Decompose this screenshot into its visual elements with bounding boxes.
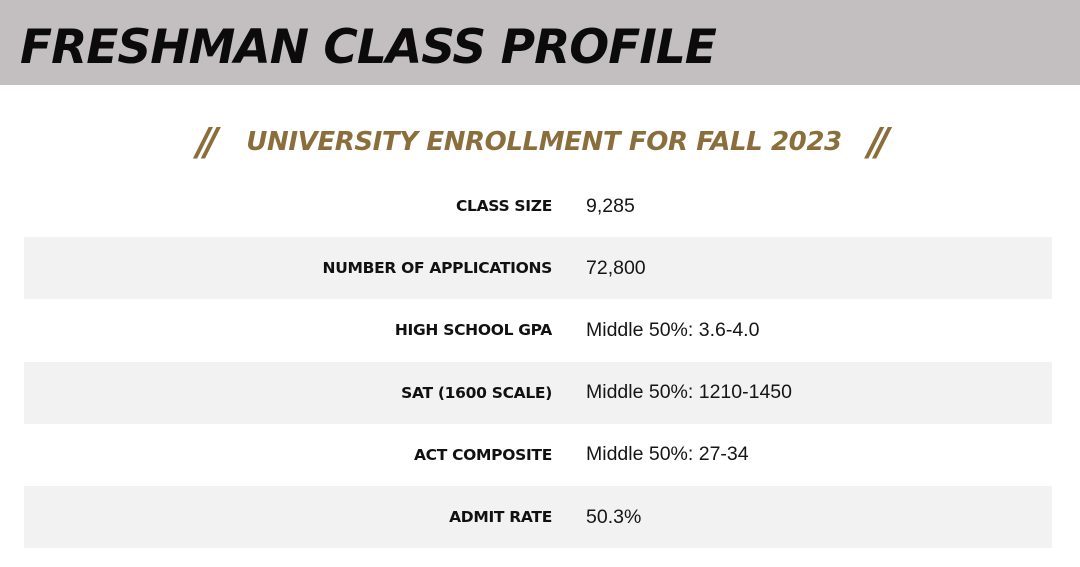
stat-value: Middle 50%: 27-34 bbox=[586, 443, 749, 466]
slash-decoration-left: // bbox=[196, 120, 219, 164]
stat-label: ADMIT RATE bbox=[449, 508, 552, 527]
subtitle-row: // UNIVERSITY ENROLLMENT FOR FALL 2023 /… bbox=[0, 120, 1080, 164]
stat-row-number-of-applications: NUMBER OF APPLICATIONS 72,800 bbox=[24, 237, 1052, 300]
stat-value: 72,800 bbox=[586, 256, 646, 279]
section-subtitle: UNIVERSITY ENROLLMENT FOR FALL 2023 bbox=[246, 127, 842, 157]
stat-label: ACT COMPOSITE bbox=[413, 445, 552, 464]
stat-label: HIGH SCHOOL GPA bbox=[394, 321, 552, 340]
stat-row-high-school-gpa: HIGH SCHOOL GPA Middle 50%: 3.6-4.0 bbox=[24, 299, 1052, 361]
page-title: FRESHMAN CLASS PROFILE bbox=[20, 20, 717, 75]
slash-decoration-right: // bbox=[867, 120, 890, 164]
stat-value: 9,285 bbox=[586, 194, 635, 217]
stats-table: CLASS SIZE 9,285 NUMBER OF APPLICATIONS … bbox=[24, 175, 1052, 549]
stat-label: NUMBER OF APPLICATIONS bbox=[322, 259, 553, 278]
stat-value: Middle 50%: 3.6-4.0 bbox=[586, 318, 760, 341]
stat-value: Middle 50%: 1210-1450 bbox=[586, 381, 792, 404]
stat-row-sat: SAT (1600 SCALE) Middle 50%: 1210-1450 bbox=[24, 361, 1052, 424]
stat-row-class-size: CLASS SIZE 9,285 bbox=[24, 175, 1052, 237]
header-band: FRESHMAN CLASS PROFILE bbox=[0, 0, 1080, 85]
stat-row-act-composite: ACT COMPOSITE Middle 50%: 27-34 bbox=[24, 424, 1052, 486]
stat-label: CLASS SIZE bbox=[455, 197, 552, 216]
stat-value: 50.3% bbox=[586, 505, 642, 528]
stat-label: SAT (1600 SCALE) bbox=[401, 383, 552, 402]
stat-row-admit-rate: ADMIT RATE 50.3% bbox=[24, 485, 1052, 549]
